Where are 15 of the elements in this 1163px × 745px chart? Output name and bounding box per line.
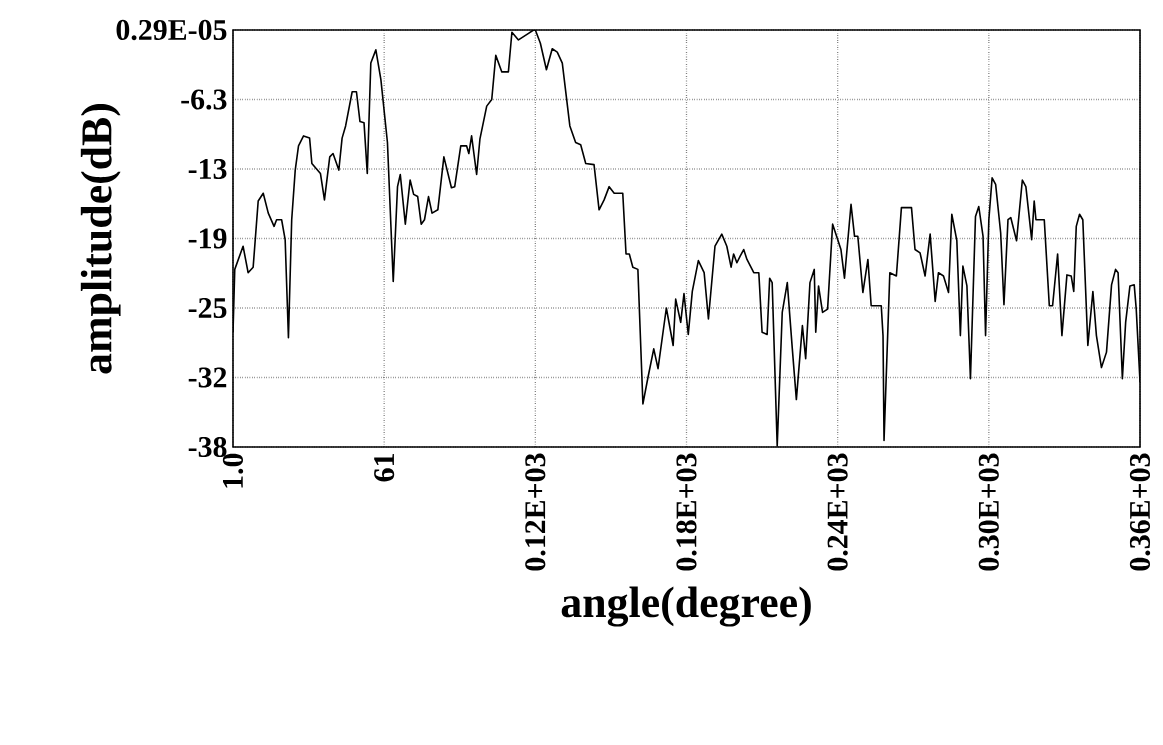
- x-tick-label: 61: [374, 454, 395, 482]
- line-series: [233, 29, 1141, 447]
- x-tick-label: 0.18E+03: [676, 453, 697, 571]
- x-tick-label: 0.24E+03: [827, 453, 848, 571]
- y-tick-label: -25: [188, 297, 227, 319]
- x-tick-label: 0.36E+03: [1129, 453, 1151, 571]
- x-axis-title: angle(degree): [561, 586, 811, 627]
- y-tick-label: -6.3: [181, 89, 227, 110]
- x-tick-label: 0.30E+03: [978, 453, 999, 571]
- y-tick-label: -13: [188, 158, 227, 180]
- y-axis-title: amplitude(dB): [80, 104, 121, 374]
- y-tick-label: -32: [188, 367, 227, 388]
- y-tick-label: 0.29E-05: [116, 19, 227, 41]
- x-tick-label: 0.12E+03: [525, 453, 546, 571]
- y-tick-label: -19: [188, 228, 227, 249]
